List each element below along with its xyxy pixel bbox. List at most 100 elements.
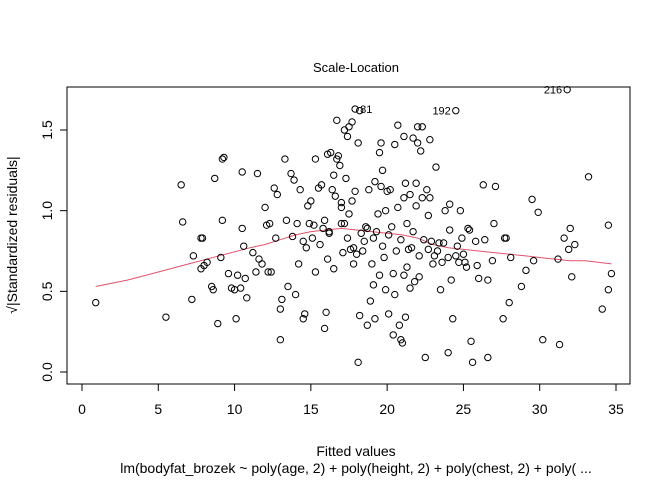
data-point xyxy=(453,242,462,250)
data-point xyxy=(214,319,222,328)
data-point xyxy=(413,139,422,147)
x-tick-label: 35 xyxy=(608,401,624,417)
data-point xyxy=(270,184,278,192)
data-point xyxy=(604,221,613,229)
data-point xyxy=(491,182,500,191)
data-point xyxy=(293,219,301,228)
points-layer xyxy=(92,85,616,367)
data-point xyxy=(384,231,393,239)
data-point xyxy=(464,224,472,233)
data-point xyxy=(343,234,352,242)
data-point xyxy=(375,148,384,157)
data-point xyxy=(241,274,249,283)
data-point xyxy=(355,106,364,115)
data-point xyxy=(458,234,466,242)
data-point xyxy=(311,268,320,276)
data-point xyxy=(354,358,362,367)
data-point xyxy=(232,315,240,323)
x-tick-label: 10 xyxy=(227,401,243,417)
data-point xyxy=(368,260,376,268)
x-tick-label: 15 xyxy=(303,401,319,417)
data-point xyxy=(392,247,400,255)
data-point xyxy=(301,310,309,318)
data-point xyxy=(357,229,365,237)
data-point xyxy=(375,271,384,279)
data-point xyxy=(288,232,297,241)
smooth-line-layer xyxy=(95,227,612,287)
data-point xyxy=(224,269,233,278)
data-point xyxy=(391,140,399,149)
data-point xyxy=(507,253,515,262)
data-point xyxy=(340,126,349,134)
data-point xyxy=(467,337,475,346)
data-point xyxy=(249,248,257,257)
y-axis: 0.0 0.5 1.0 1.5 xyxy=(39,120,68,382)
data-point xyxy=(598,305,606,313)
x-axis: 0 5 10 15 20 25 30 35 xyxy=(78,383,624,417)
data-point xyxy=(499,315,507,323)
data-point xyxy=(371,315,379,323)
data-point xyxy=(267,268,275,276)
data-point xyxy=(331,192,339,200)
data-point xyxy=(415,252,423,260)
y-tick-label: 1.5 xyxy=(39,120,55,140)
data-point xyxy=(365,185,373,194)
data-point xyxy=(261,203,269,212)
data-point xyxy=(316,240,324,249)
data-point xyxy=(326,148,335,157)
data-point xyxy=(386,185,394,194)
data-point xyxy=(311,155,320,163)
data-point xyxy=(252,268,260,276)
data-point xyxy=(423,185,431,194)
data-point xyxy=(481,236,489,244)
data-point xyxy=(502,234,510,242)
data-point xyxy=(445,200,454,208)
data-point xyxy=(188,295,196,304)
data-point xyxy=(348,197,356,205)
data-point xyxy=(351,187,359,196)
outlier-point xyxy=(351,105,359,113)
data-point xyxy=(378,166,387,175)
data-point xyxy=(305,219,314,228)
data-point xyxy=(439,239,448,247)
data-point xyxy=(607,269,616,278)
data-point xyxy=(413,123,422,131)
data-point xyxy=(426,135,434,144)
data-point xyxy=(323,255,332,263)
data-point xyxy=(424,211,433,220)
x-tick-label: 25 xyxy=(456,401,472,417)
data-point xyxy=(278,295,286,304)
data-point xyxy=(345,123,353,131)
data-point xyxy=(560,234,568,242)
data-point xyxy=(352,250,361,258)
data-point xyxy=(378,242,387,250)
data-point xyxy=(236,284,245,292)
data-point xyxy=(363,224,372,233)
data-point xyxy=(363,321,372,329)
data-point xyxy=(406,190,414,199)
data-point xyxy=(389,269,397,278)
x-tick-label: 20 xyxy=(379,401,395,417)
data-point xyxy=(433,247,442,255)
outlier-label: 216 xyxy=(544,85,562,97)
x-tick-label: 30 xyxy=(532,401,548,417)
data-point xyxy=(272,234,280,242)
data-point xyxy=(328,185,336,194)
data-point xyxy=(349,244,358,252)
data-point xyxy=(320,216,329,225)
data-point xyxy=(281,155,289,163)
data-point xyxy=(253,169,262,178)
data-point xyxy=(342,174,350,183)
data-point xyxy=(484,276,492,284)
outlier-label: 81 xyxy=(360,104,372,116)
outlier-point xyxy=(452,106,460,115)
data-point xyxy=(406,284,414,292)
data-point xyxy=(220,153,228,162)
data-point xyxy=(366,297,375,305)
data-point xyxy=(291,290,300,299)
data-point xyxy=(343,132,352,141)
data-point xyxy=(391,290,399,299)
data-point xyxy=(322,308,330,317)
data-point xyxy=(307,197,315,205)
